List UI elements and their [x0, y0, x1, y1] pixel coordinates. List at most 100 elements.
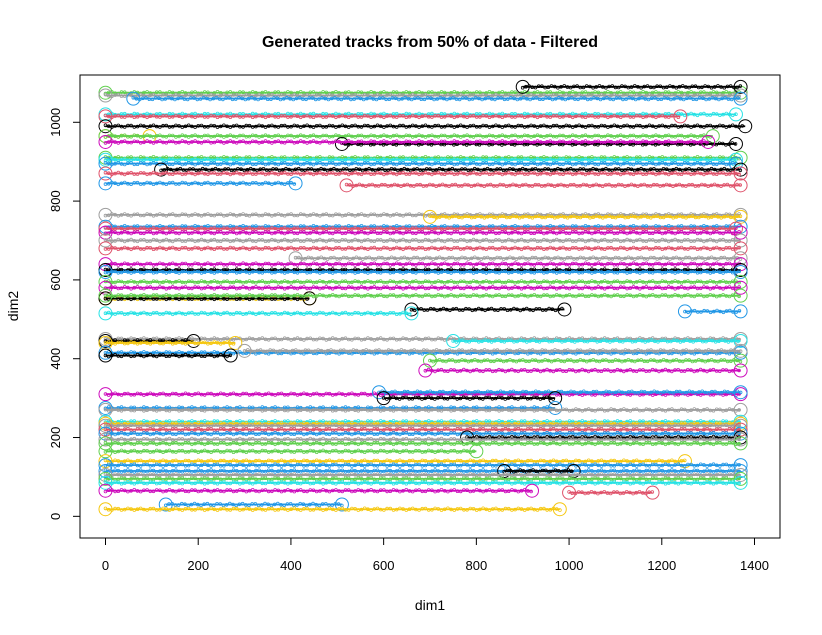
track-point	[516, 123, 521, 128]
track-point	[372, 114, 377, 119]
track-point	[526, 133, 530, 138]
track-point	[343, 90, 348, 95]
track-point	[694, 97, 699, 102]
track-point	[529, 123, 533, 128]
track-point	[680, 84, 685, 88]
track-point	[478, 139, 482, 144]
track-point	[343, 114, 348, 119]
track-point	[695, 92, 700, 97]
track-point	[126, 92, 130, 97]
track-point	[263, 139, 268, 143]
track-point	[281, 97, 286, 101]
track-point	[407, 124, 412, 129]
track-point	[174, 155, 178, 159]
track-point	[516, 134, 521, 139]
track-point	[721, 124, 725, 128]
track-point	[599, 113, 604, 118]
track-point	[372, 139, 377, 144]
track-point	[660, 135, 665, 139]
track-point	[154, 114, 159, 119]
track-point	[493, 97, 497, 102]
track-point	[653, 96, 657, 100]
track-point	[593, 111, 597, 116]
track-point	[567, 124, 572, 128]
track-point	[132, 115, 137, 119]
track-17	[339, 178, 748, 193]
track-point	[570, 115, 575, 120]
track-point	[663, 115, 668, 119]
track-point	[650, 140, 655, 145]
track-point	[481, 113, 485, 118]
track-point	[585, 97, 590, 102]
track-point	[582, 96, 587, 100]
track-point	[529, 92, 533, 97]
track-point	[474, 115, 479, 119]
track-point	[548, 143, 552, 147]
track-point	[167, 90, 172, 94]
track-point	[548, 111, 553, 116]
track-point	[199, 158, 204, 163]
track-point	[695, 123, 700, 128]
track-point	[119, 124, 124, 129]
track-point	[282, 93, 287, 97]
track-point	[190, 157, 194, 162]
track-point	[442, 157, 447, 161]
track-point	[182, 97, 187, 101]
track-point	[532, 114, 537, 119]
track-point	[391, 124, 396, 129]
track-point	[706, 84, 711, 89]
track-point	[215, 111, 220, 116]
track-point	[547, 96, 552, 100]
track-point	[560, 142, 565, 147]
track-point	[302, 140, 306, 144]
track-point	[346, 133, 351, 138]
track-point	[647, 141, 652, 145]
track-point	[500, 111, 505, 116]
track-point	[198, 97, 203, 101]
track-point	[388, 123, 393, 128]
track-point	[692, 134, 697, 138]
track-point	[577, 141, 581, 145]
track-point	[465, 139, 469, 143]
track-point	[201, 96, 206, 100]
track-point	[368, 96, 372, 100]
track-point	[126, 113, 130, 118]
track-point	[725, 84, 730, 89]
track-point	[455, 157, 460, 162]
track-point	[346, 90, 351, 94]
track-point	[324, 115, 329, 119]
track-point	[138, 92, 143, 97]
track-point	[340, 92, 345, 97]
track-point	[524, 84, 528, 89]
track-point	[257, 92, 261, 97]
track-point	[410, 123, 415, 128]
track-point	[385, 140, 389, 144]
track-point	[439, 125, 444, 129]
track-point	[157, 96, 161, 100]
track-point	[270, 113, 274, 118]
track-point	[398, 92, 402, 97]
track-point	[669, 97, 673, 102]
track-point	[452, 133, 457, 138]
track-point	[289, 157, 293, 161]
track-point	[638, 93, 642, 97]
track-point	[477, 96, 481, 101]
track-point	[308, 134, 313, 138]
track-point	[577, 123, 581, 128]
track-point	[729, 97, 734, 102]
track-point	[510, 124, 514, 129]
track-point	[394, 157, 399, 161]
track-point	[439, 139, 444, 144]
track-point	[714, 142, 719, 147]
track-point	[257, 113, 261, 118]
track-point	[164, 140, 169, 145]
track-point	[586, 140, 591, 145]
track-point	[131, 95, 136, 100]
track-point	[682, 155, 687, 159]
track-point	[148, 114, 153, 118]
track-point	[628, 115, 633, 119]
track-point	[164, 135, 169, 139]
track-point	[311, 125, 316, 129]
track-point	[525, 97, 529, 101]
